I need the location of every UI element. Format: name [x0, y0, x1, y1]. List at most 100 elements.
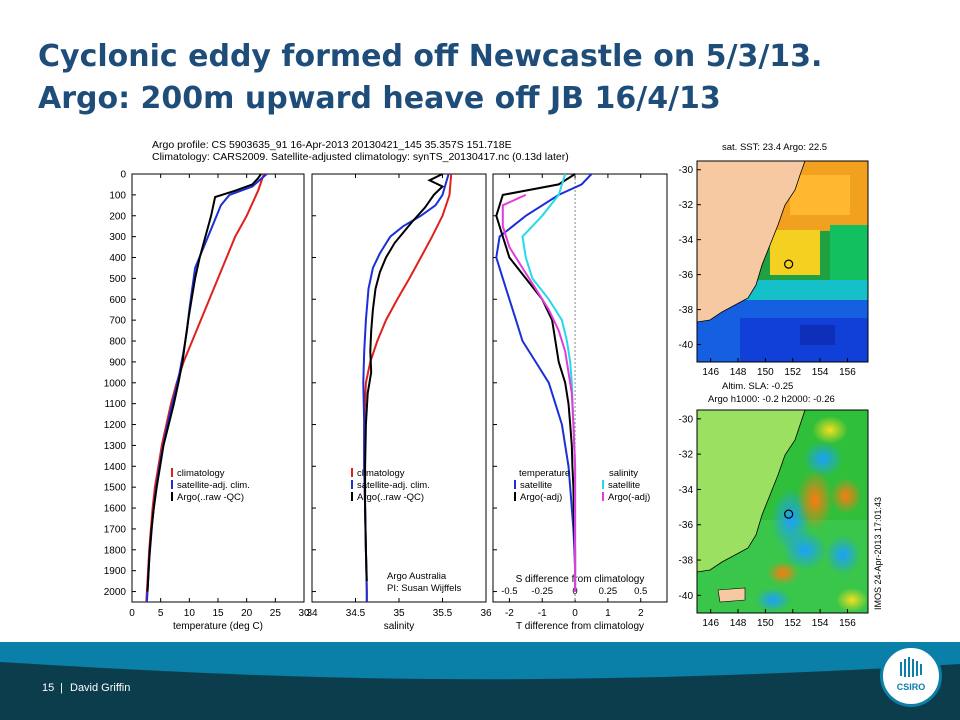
- difference-panel-frame: [492, 173, 668, 603]
- y-tick-label: 800: [109, 337, 126, 348]
- salinity-panel-frame: [311, 173, 487, 603]
- legend-header: temperature: [519, 468, 570, 479]
- title-line-1: Cyclonic eddy formed off Newcastle on 5/…: [38, 39, 823, 74]
- legend-header: salinity: [609, 468, 638, 479]
- map-x-tick-label: 148: [730, 367, 747, 378]
- x-tick-label: 0: [572, 608, 578, 619]
- legend-label: Argo(..raw -QC): [357, 492, 424, 503]
- y-tick-label: 1500: [104, 483, 127, 494]
- x-tick-label: 34: [306, 608, 318, 619]
- sst-map-title: sat. SST: 23.4 Argo: 22.5: [722, 142, 827, 153]
- sla-map-title: Altim. SLA: -0.25: [722, 381, 793, 392]
- sla-map-subtitle: Argo h1000: -0.2 h2000: -0.26: [708, 394, 835, 405]
- top-tick-label: -0.25: [531, 586, 553, 597]
- legend-label: satellite-adj. clim.: [357, 480, 430, 491]
- x-tick-label: 15: [212, 608, 224, 619]
- y-tick-label: 1800: [104, 545, 127, 556]
- y-tick-label: 100: [109, 190, 126, 201]
- map-y-tick-label: -38: [679, 305, 694, 316]
- series-line: [364, 173, 445, 582]
- legend-label: satellite: [608, 480, 640, 491]
- map-x-tick-label: 150: [757, 618, 774, 629]
- y-tick-label: 1100: [104, 399, 126, 410]
- footer-bar: [0, 642, 960, 720]
- legend-label: satellite-adj. clim.: [177, 480, 250, 491]
- map-x-tick-label: 154: [812, 367, 829, 378]
- panel-annotation: PI: Susan Wijffels: [387, 583, 462, 594]
- slide-title: Cyclonic eddy formed off Newcastle on 5/…: [38, 36, 938, 120]
- x-tick-label: -2: [505, 608, 514, 619]
- x-axis-label: salinity: [384, 621, 415, 632]
- map-y-tick-label: -36: [679, 270, 694, 281]
- x-tick-label: -1: [538, 608, 547, 619]
- x-tick-label: 30: [298, 608, 310, 619]
- map-x-tick-label: 148: [730, 618, 747, 629]
- chart-marks: 0 5 10 15 20 25 30 temperature (deg C) 0 100 200 30…: [104, 165, 857, 632]
- argo-float-marker: [784, 509, 794, 519]
- legend-label: Argo(..raw -QC): [177, 492, 244, 503]
- y-tick-label: 200: [109, 211, 126, 222]
- map-x-tick-label: 150: [757, 367, 774, 378]
- y-tick-label: 0: [120, 170, 126, 181]
- x-axis-label: temperature (deg C): [173, 621, 263, 632]
- series-line: [495, 173, 593, 592]
- csiro-logo-mark: CSIRO: [897, 657, 926, 692]
- y-tick-label: 1000: [104, 378, 127, 389]
- top-tick-label: -0.5: [501, 586, 517, 597]
- map-x-tick-label: 146: [702, 367, 719, 378]
- series-line: [501, 193, 577, 592]
- y-tick-label: 300: [109, 232, 126, 243]
- y-tick-label: 1600: [104, 504, 127, 515]
- x-tick-label: 2: [638, 608, 644, 619]
- footer-separator: |: [60, 682, 63, 694]
- y-tick-label: 400: [109, 253, 126, 264]
- legend-label: climatology: [177, 468, 225, 479]
- map-x-tick-label: 154: [812, 618, 829, 629]
- map-y-tick-label: -40: [679, 340, 694, 351]
- x-tick-label: 20: [241, 608, 253, 619]
- map-y-tick-label: -30: [679, 165, 694, 176]
- map-x-tick-label: 146: [702, 618, 719, 629]
- map-y-tick-label: -32: [679, 200, 694, 211]
- csiro-logo-text: CSIRO: [897, 682, 926, 692]
- map-x-tick-label: 156: [839, 367, 856, 378]
- map-y-tick-label: -34: [679, 235, 694, 246]
- sst-map: [696, 160, 869, 363]
- profile-header-line-2: Climatology: CARS2009. Satellite-adjuste…: [152, 151, 569, 163]
- x-tick-label: 35.5: [433, 608, 453, 619]
- legend-label: climatology: [357, 468, 405, 479]
- y-tick-label: 2000: [104, 587, 127, 598]
- legend-label: Argo(-adj): [608, 492, 650, 503]
- map-y-tick-label: -30: [679, 414, 694, 425]
- y-tick-label: 1300: [104, 441, 127, 452]
- profile-header-line-1: Argo profile: CS 5903635_91 16-Apr-2013 …: [152, 139, 512, 151]
- map-y-tick-label: -34: [679, 485, 694, 496]
- top-axis-label: S difference from climatology: [516, 574, 645, 585]
- map-y-tick-label: -38: [679, 556, 694, 567]
- x-tick-label: 5: [158, 608, 164, 619]
- y-tick-label: 600: [109, 295, 126, 306]
- panel-annotation: Argo Australia: [387, 571, 447, 582]
- y-tick-label: 1900: [104, 566, 127, 577]
- top-tick-label: 0.5: [634, 586, 647, 597]
- x-tick-label: 1: [605, 608, 611, 619]
- map-x-tick-label: 152: [784, 367, 801, 378]
- x-tick-label: 35: [393, 608, 405, 619]
- temperature-panel-frame: [131, 173, 305, 603]
- legend-label: satellite: [520, 480, 552, 491]
- sla-map: [696, 409, 869, 614]
- top-tick-label: 0.25: [599, 586, 618, 597]
- map-y-tick-label: -40: [679, 591, 694, 602]
- map-y-tick-label: -36: [679, 520, 694, 531]
- csiro-logo: CSIRO: [880, 645, 942, 707]
- x-tick-label: 25: [270, 608, 282, 619]
- page-number: 15: [42, 682, 55, 694]
- y-tick-label: 1700: [104, 524, 127, 535]
- author-name: David Griffin: [70, 682, 131, 694]
- x-tick-label: 36: [480, 608, 492, 619]
- map-x-tick-label: 152: [784, 618, 801, 629]
- y-tick-label: 900: [109, 357, 126, 368]
- y-tick-label: 1200: [104, 420, 127, 431]
- map-x-tick-label: 156: [839, 618, 856, 629]
- x-tick-label: 10: [184, 608, 196, 619]
